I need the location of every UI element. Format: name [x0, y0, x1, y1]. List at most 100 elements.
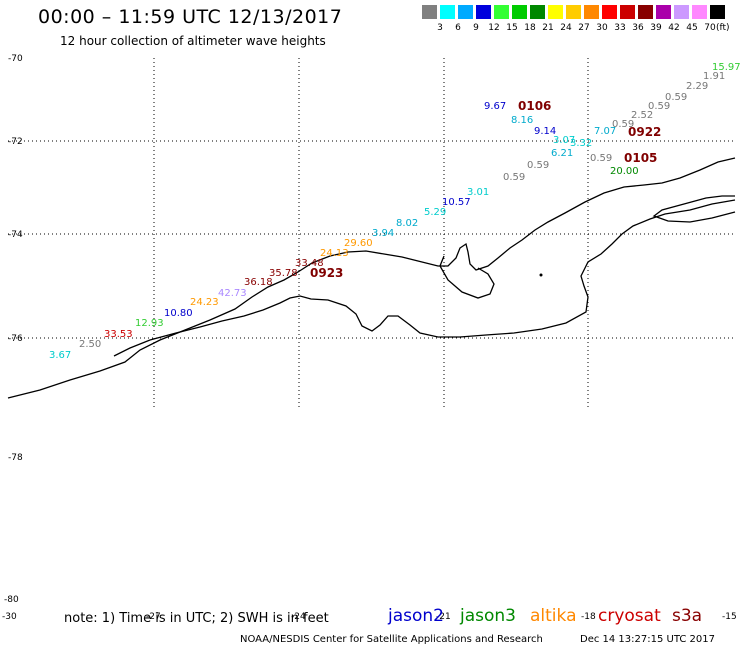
wave-height-label: 33.48 [295, 258, 324, 269]
colorbar-swatch [494, 5, 509, 19]
colorbar-label: 18 [524, 23, 536, 33]
lat-label: -70 [8, 54, 23, 64]
wave-height-label: 8.16 [511, 115, 533, 126]
lon-label: -30 [2, 612, 17, 622]
colorbar-swatch [656, 5, 671, 19]
wave-height-label: 29.60 [344, 238, 373, 249]
wave-height-label: 9.14 [534, 126, 556, 137]
coastline-inlet [439, 255, 495, 299]
lon-label: -24 [291, 612, 306, 622]
wave-height-label: 24.23 [190, 297, 219, 308]
wave-height-label: 8.02 [396, 218, 418, 229]
satellite-legend-jason2: jason2 [388, 606, 444, 626]
pass-time-label: 0105 [624, 151, 657, 165]
island-dot [539, 273, 543, 277]
colorbar-swatch [422, 5, 437, 19]
colorbar-label: 70 [704, 23, 716, 33]
colorbar-label: 27 [578, 23, 590, 33]
wave-height-label: 10.80 [164, 308, 193, 319]
generated-timestamp: Dec 14 13:27:15 UTC 2017 [580, 634, 715, 645]
longitude-labels: -30 -27 -24 -21 -18 -15 [2, 612, 737, 622]
colorbar-swatch [602, 5, 617, 19]
lon-label: -18 [581, 612, 596, 622]
colorbar-label: 9 [473, 23, 479, 33]
wave-height-label: 3.01 [467, 187, 489, 198]
wave-height-label: 0.59 [612, 119, 634, 130]
colorbar-swatch [584, 5, 599, 19]
colorbar-label: 6 [455, 23, 461, 33]
credit-line: NOAA/NESDIS Center for Satellite Applica… [240, 634, 543, 645]
colorbar-label: 45 [686, 23, 698, 33]
lat-label: -74 [8, 230, 23, 240]
colorbar-swatch [710, 5, 725, 19]
wave-height-label: 35.78 [269, 268, 298, 279]
colorbar-swatch [638, 5, 653, 19]
colorbar-label: 33 [614, 23, 626, 33]
wave-height-values: 3.67 2.5033.5312.9310.8024.2342.7336.1835… [49, 62, 740, 361]
lon-label: -27 [146, 612, 161, 622]
wave-height-label: 0.59 [648, 101, 670, 112]
wave-height-label: 9.67 [484, 101, 506, 112]
lon-label: -15 [722, 612, 737, 622]
coastline-shelf [113, 199, 736, 357]
colorbar-swatch [674, 5, 689, 19]
colorbar-label: 30 [596, 23, 608, 33]
wave-height-label: 5.29 [424, 207, 446, 218]
lat-label: -72 [8, 137, 23, 147]
colorbar-swatch [440, 5, 455, 19]
pass-time-label: 0923 [310, 266, 343, 280]
wave-height-label: 3.07 [553, 135, 575, 146]
colorbar-swatch [566, 5, 581, 19]
colorbar-swatch [512, 5, 527, 19]
colorbar-swatch [692, 5, 707, 19]
wave-height-label: 1.91 [703, 71, 725, 82]
pass-times: 0106 0922 0105 0923 [310, 99, 661, 280]
satellite-legend-jason3: jason3 [460, 606, 516, 626]
wave-height-label: 0.59 [527, 160, 549, 171]
wave-height-label: 10.57 [442, 197, 471, 208]
lat-label: -80 [4, 595, 19, 605]
colorbar-label: 15 [506, 23, 518, 33]
wave-height-label: 2.52 [631, 110, 653, 121]
wave-height-label: 2.50 [79, 339, 101, 350]
pass-time-label: 0106 [518, 99, 551, 113]
wave-height-label: 0.59 [665, 92, 687, 103]
satellite-legend-cryosat: cryosat [598, 606, 661, 626]
lon-label: -21 [436, 612, 451, 622]
colorbar-swatch [530, 5, 545, 19]
map-subtitle: 12 hour collection of altimeter wave hei… [60, 34, 326, 48]
wave-height-label: 15.97 [712, 62, 740, 73]
satellite-legend-s3a: s3a [672, 606, 703, 626]
wave-height-label: 33.53 [104, 329, 133, 340]
wave-height-label: 6.21 [551, 148, 573, 159]
colorbar-swatch [476, 5, 491, 19]
colorbar-label: 3 [437, 23, 443, 33]
lat-label: -76 [8, 334, 23, 344]
wave-height-label: 12.93 [135, 318, 164, 329]
satellite-legend-altika: altika [530, 606, 577, 626]
colorbar-label: 39 [650, 23, 662, 33]
colorbar-label: 36 [632, 23, 644, 33]
wave-height-label: 3.94 [372, 228, 394, 239]
wave-height-label: 0.59 [590, 153, 612, 164]
wave-height-label: 3.67 [49, 350, 71, 361]
pass-time-label: 0922 [628, 125, 661, 139]
colorbar-unit: (ft) [716, 23, 730, 33]
colorbar-label: 42 [668, 23, 680, 33]
wave-height-label: 2.29 [686, 81, 708, 92]
coastline [7, 157, 736, 399]
wave-height-label: 7.07 [594, 126, 616, 137]
wave-height-label: 0.59 [503, 172, 525, 183]
colorbar-label: 12 [488, 23, 500, 33]
lat-label: -78 [8, 453, 23, 463]
wave-height-label: 36.18 [244, 277, 273, 288]
coastline-main [7, 157, 736, 399]
map-title: 00:00 – 11:59 UTC 12/13/2017 [38, 6, 343, 28]
wave-height-label: 42.73 [218, 288, 247, 299]
colorbar-swatch [548, 5, 563, 19]
footnote: note: 1) Time is in UTC; 2) SWH is in fe… [64, 611, 329, 626]
wave-height-label: 3.32 [570, 138, 592, 149]
colorbar-swatch [458, 5, 473, 19]
colorbar-swatch [620, 5, 635, 19]
